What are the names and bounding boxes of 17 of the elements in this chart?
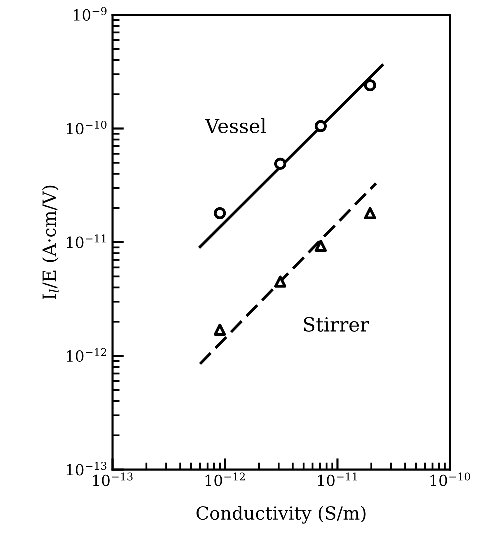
x-tick-label: 10$^{−10}$ — [430, 472, 470, 486]
point — [314, 120, 328, 132]
y-tick-label: 10$^{−9}$ — [74, 7, 107, 21]
point — [364, 79, 376, 92]
x-tick-label: 10$^{−11}$ — [318, 472, 358, 486]
series-label: Stirrer — [304, 317, 370, 332]
y-tick-label: 10$^{−11}$ — [67, 234, 106, 248]
y-tick-label: 10$^{−10}$ — [67, 120, 107, 135]
point — [214, 207, 226, 220]
x-tick-label: 10$^{−12}$ — [206, 472, 246, 486]
point — [214, 324, 226, 336]
series-label: Vessel — [205, 118, 266, 134]
y-tick-label: 10$^{−12}$ — [67, 348, 106, 362]
point — [314, 240, 328, 252]
x-axis-title: Conductivity (S/m) — [196, 506, 366, 524]
y-axis-title: I$_{l}$/E (A·cm/V) — [42, 186, 59, 300]
point — [364, 207, 376, 220]
